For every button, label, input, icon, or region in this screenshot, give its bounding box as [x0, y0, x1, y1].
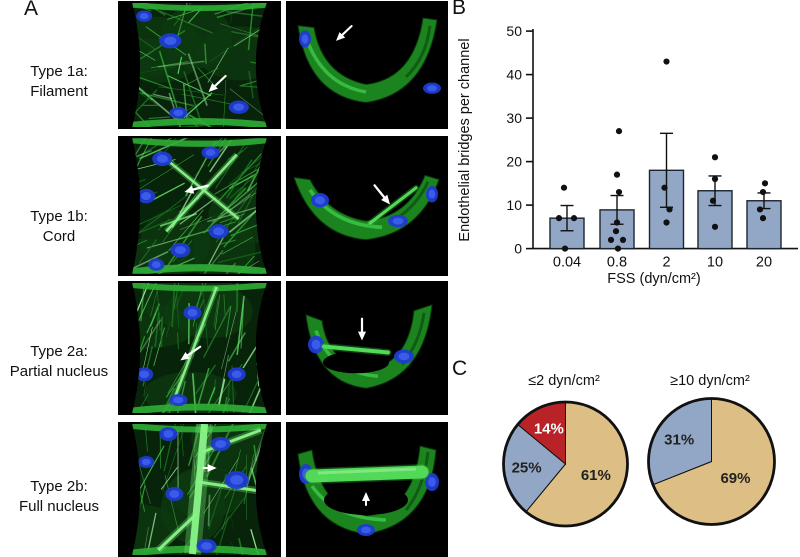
- data-point: [571, 215, 577, 221]
- row-label-type1a-line1: Type 1a:: [0, 62, 118, 82]
- data-point: [712, 224, 718, 230]
- data-point: [712, 154, 718, 160]
- micrograph-type2a-topview: [118, 281, 281, 415]
- y-tick-label: 50: [506, 23, 522, 39]
- row-label-type1b: Type 1b: Cord: [0, 207, 118, 247]
- data-point: [616, 128, 622, 134]
- data-point: [561, 185, 567, 191]
- data-point: [556, 215, 562, 221]
- row-label-type2a-line2: Partial nucleus: [0, 362, 118, 382]
- micrograph-type2a-crosssection: [286, 281, 448, 415]
- data-point: [616, 189, 622, 195]
- micrograph-type1b-crosssection: [286, 136, 448, 276]
- row-label-type1a: Type 1a: Filament: [0, 62, 118, 102]
- x-tick-label: 10: [707, 255, 723, 271]
- y-tick-label: 20: [506, 154, 522, 170]
- data-point: [562, 246, 568, 252]
- row-label-type1b-line1: Type 1b:: [0, 207, 118, 227]
- micrograph-type1a-crosssection: [286, 1, 448, 129]
- x-tick-label: 2: [662, 255, 670, 271]
- row-label-type2b-line2: Full nucleus: [0, 497, 118, 517]
- data-point: [710, 198, 716, 204]
- data-point: [760, 215, 766, 221]
- pie-slice-label: 69%: [720, 470, 750, 487]
- x-axis-title: FSS (dyn/cm²): [607, 271, 700, 287]
- bar-chart: 0 10 20 30 40 50 Endothelial bridges per chann…: [440, 0, 800, 300]
- y-axis-title: Endothelial bridges per channel: [457, 38, 473, 241]
- micrograph-type1a-topview: [118, 1, 281, 129]
- data-point: [620, 237, 626, 243]
- data-point: [666, 206, 672, 212]
- y-tick-label: 0: [514, 241, 522, 257]
- y-tick-label: 10: [506, 197, 522, 213]
- data-point: [615, 246, 621, 252]
- y-tick-label: 40: [506, 67, 522, 83]
- x-tick-label: 0.8: [607, 255, 627, 271]
- data-point: [614, 219, 620, 225]
- panel-a-letter: A: [24, 0, 38, 21]
- pie-slice-label: 25%: [512, 460, 542, 477]
- bar-chart-panel: 0 10 20 30 40 50 Endothelial bridges per chann…: [440, 0, 800, 300]
- data-point: [663, 58, 669, 64]
- micrograph-type1b-topview: [118, 136, 281, 276]
- data-point: [663, 219, 669, 225]
- pie-slice-label: 31%: [664, 432, 694, 449]
- x-tick-label: 20: [756, 255, 772, 271]
- row-label-type1a-line2: Filament: [0, 82, 118, 102]
- pie-charts: ≤2 dyn/cm² 61% 25% 14% ≥10 dyn/cm² 69% 31%: [440, 350, 800, 530]
- data-point: [712, 176, 718, 182]
- data-point: [608, 237, 614, 243]
- data-point: [613, 228, 619, 234]
- pie-slice-label: 14%: [534, 421, 564, 438]
- micrograph-type2b-topview: [118, 422, 281, 557]
- micrograph-type2b-crosssection: [286, 422, 448, 557]
- x-tick-label: 0.04: [553, 255, 581, 271]
- pie-title: ≥10 dyn/cm²: [670, 373, 750, 389]
- data-point: [614, 172, 620, 178]
- pie-title: ≤2 dyn/cm²: [528, 373, 600, 389]
- pie-charts-panel: ≤2 dyn/cm² 61% 25% 14% ≥10 dyn/cm² 69% 31%: [440, 350, 800, 530]
- data-point: [760, 189, 766, 195]
- row-label-type1b-line2: Cord: [0, 227, 118, 247]
- data-point: [762, 180, 768, 186]
- row-label-type2b-line1: Type 2b:: [0, 477, 118, 497]
- pie-slice-label: 61%: [581, 467, 611, 484]
- y-tick-label: 30: [506, 110, 522, 126]
- data-point: [757, 206, 763, 212]
- data-point: [661, 185, 667, 191]
- figure: { "panel_a": { "label": "A", "rows": [ {…: [0, 0, 800, 530]
- row-label-type2a-line1: Type 2a:: [0, 342, 118, 362]
- row-label-type2a: Type 2a: Partial nucleus: [0, 342, 118, 382]
- row-label-type2b: Type 2b: Full nucleus: [0, 477, 118, 517]
